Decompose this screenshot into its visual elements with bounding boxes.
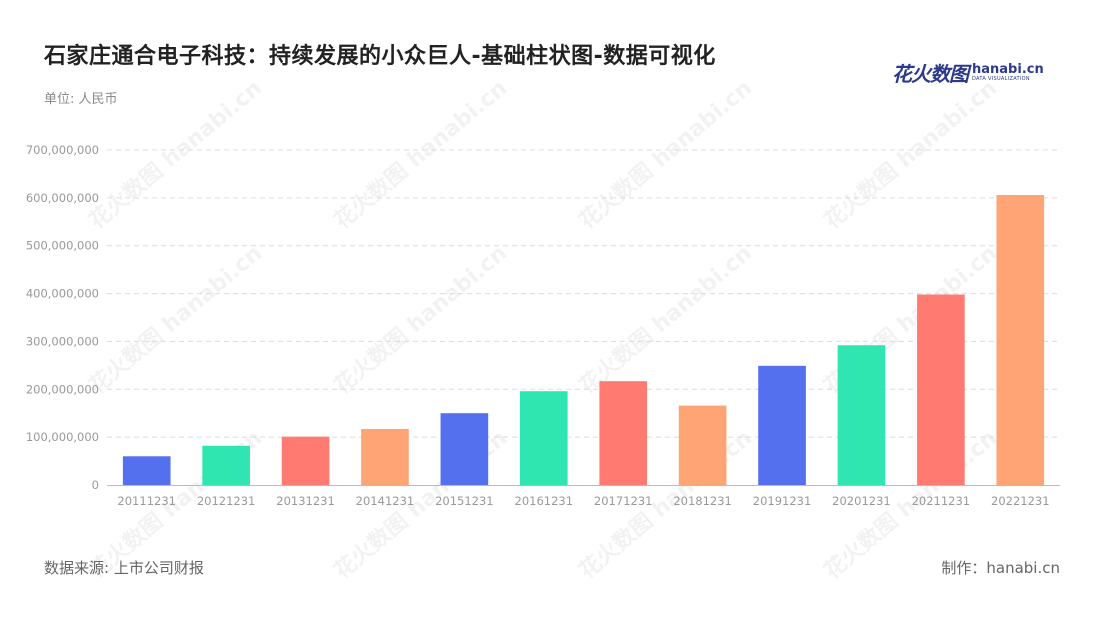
bar-20221231 xyxy=(996,194,1045,485)
bar-20201231 xyxy=(837,345,886,485)
x-tick-label: 20121231 xyxy=(197,494,256,508)
bar-20151231 xyxy=(440,413,489,485)
x-axis-ticks: 20111231 20121231 20131231 20141231 20151231… xyxy=(117,494,1049,508)
bar-20131231 xyxy=(281,436,330,485)
bar-20191231 xyxy=(758,365,806,485)
bar-20171231 xyxy=(599,381,648,485)
y-tick-label: 500,000,000 xyxy=(26,239,99,253)
watermark-text: 花火数图 hanabi.cn xyxy=(329,75,512,234)
bar-20161231 xyxy=(519,391,568,485)
bar-20211231 xyxy=(917,294,965,485)
watermark-text: 花火数图 hanabi.cn xyxy=(84,75,267,234)
x-tick-label: 20211231 xyxy=(912,494,971,508)
logo-en-text: hanabi.cn xyxy=(972,62,1044,77)
bars xyxy=(122,194,1045,485)
bar-20121231 xyxy=(202,445,250,485)
brand-logo: 花火数图 hanabi.cn DATA VISUALIZATION xyxy=(892,58,1044,87)
x-tick-label: 20131231 xyxy=(276,494,335,508)
y-tick-label: 300,000,000 xyxy=(26,334,99,348)
unit-label: 单位: 人民币 xyxy=(44,92,118,107)
x-tick-label: 20141231 xyxy=(356,494,415,508)
y-tick-label: 100,000,000 xyxy=(26,430,99,444)
x-tick-label: 20181231 xyxy=(673,494,732,508)
watermark-text: 花火数图 hanabi.cn xyxy=(84,240,267,399)
logo-cn-text: 花火数图 xyxy=(892,62,969,86)
x-tick-label: 20171231 xyxy=(594,494,653,508)
grid-lines xyxy=(107,149,1060,438)
watermark-text: 花火数图 hanabi.cn xyxy=(574,240,757,399)
logo-en-sub: DATA VISUALIZATION xyxy=(972,76,1030,82)
watermark-text: 花火数图 hanabi.cn xyxy=(329,240,512,399)
data-source: 数据来源: 上市公司财报 xyxy=(44,559,204,577)
logo-en-block: hanabi.cn DATA VISUALIZATION xyxy=(972,63,1044,82)
x-tick-label: 20191231 xyxy=(753,494,812,508)
chart-title: 石家庄通合电子科技：持续发展的小众巨人-基础柱状图-数据可视化 xyxy=(44,44,716,69)
watermark-text: 花火数图 hanabi.cn xyxy=(819,75,1002,234)
y-tick-label: 700,000,000 xyxy=(26,143,99,157)
x-tick-label: 20201231 xyxy=(832,494,891,508)
x-tick-label: 20111231 xyxy=(117,494,176,508)
y-axis-ticks: 0 100,000,000 200,000,000 300,000,000 400,00… xyxy=(26,143,99,492)
bar-20141231 xyxy=(361,429,409,485)
bar-20111231 xyxy=(122,456,171,485)
y-tick-label: 0 xyxy=(92,478,99,492)
y-tick-label: 200,000,000 xyxy=(26,382,99,396)
x-tick-label: 20221231 xyxy=(991,494,1050,508)
bar-20181231 xyxy=(678,405,727,485)
x-tick-label: 20161231 xyxy=(515,494,574,508)
y-tick-label: 400,000,000 xyxy=(26,287,99,301)
maker-credit: 制作：hanabi.cn xyxy=(941,559,1060,577)
x-tick-label: 20151231 xyxy=(435,494,494,508)
y-tick-label: 600,000,000 xyxy=(26,191,99,205)
watermark-text: 花火数图 hanabi.cn xyxy=(574,75,757,234)
